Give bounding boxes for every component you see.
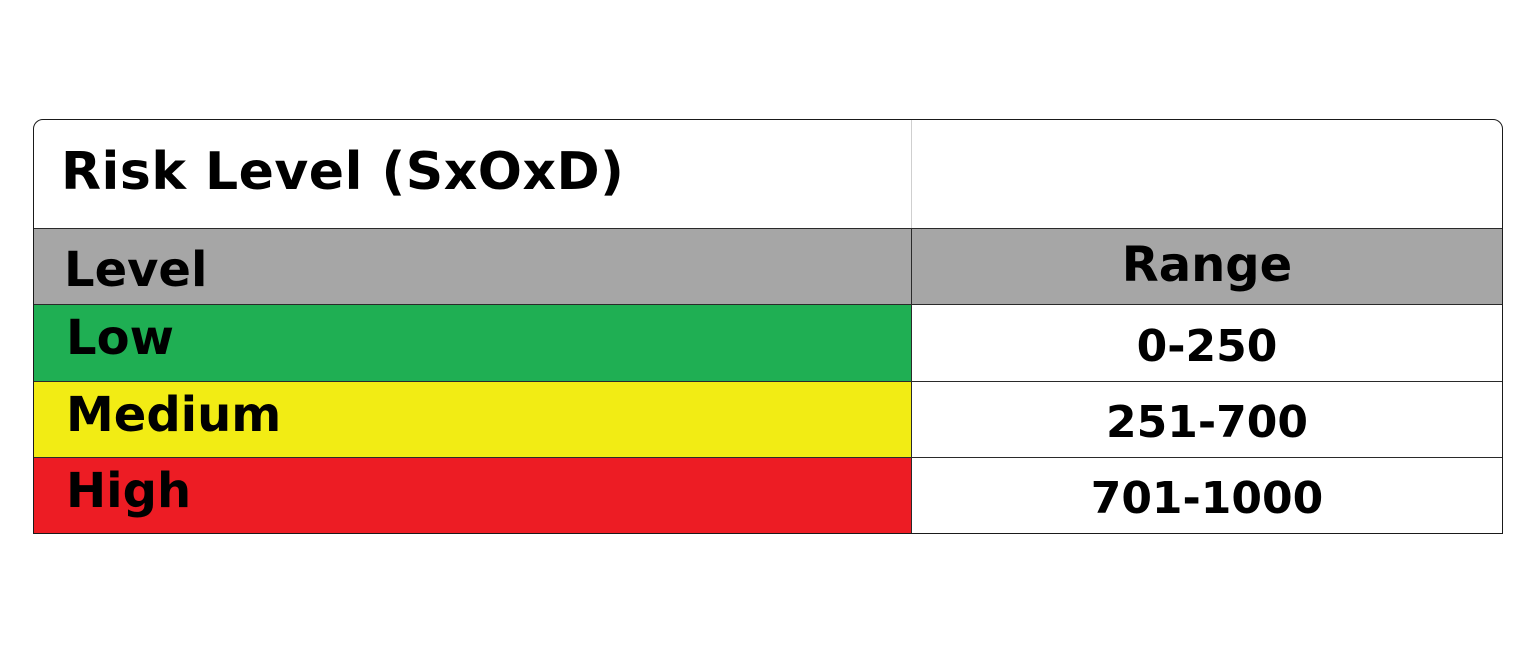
range-high: 701-1000 (912, 457, 1502, 533)
title-empty-cell (912, 120, 1502, 228)
level-low: Low (34, 304, 912, 381)
header-level: Level (34, 228, 912, 304)
range-medium: 251-700 (912, 381, 1502, 457)
risk-level-table: Risk Level (SxOxD) Level Range Low 0-250… (33, 119, 1503, 534)
range-low: 0-250 (912, 304, 1502, 381)
table-title: Risk Level (SxOxD) (34, 120, 912, 228)
header-range: Range (912, 228, 1502, 304)
level-high: High (34, 457, 912, 533)
level-medium: Medium (34, 381, 912, 457)
